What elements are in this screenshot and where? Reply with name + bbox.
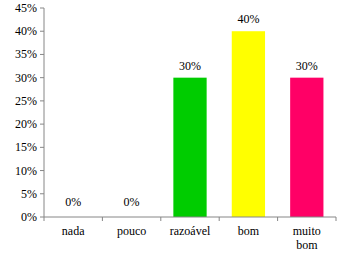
x-tick-label: bom: [238, 224, 260, 238]
bars: [173, 31, 323, 217]
data-label: 0%: [65, 195, 81, 209]
x-tick: [336, 217, 337, 221]
y-tick: [40, 170, 44, 171]
y-tick-label: 30%: [15, 71, 37, 85]
chart: 0% 5% 10% 15% 20% 25% 30% 35% 40% 45% nada pouco raz…: [0, 0, 358, 266]
x-tick-label: nada: [62, 224, 85, 238]
y-tick: [40, 77, 44, 78]
y-tick-label: 25%: [15, 94, 37, 108]
y-tick: [40, 124, 44, 125]
y-tick: [40, 8, 44, 9]
x-tick: [102, 217, 103, 221]
data-label: 30%: [296, 59, 318, 73]
y-tick: [40, 147, 44, 148]
y-tick-label: 5%: [21, 187, 37, 201]
x-tick: [44, 217, 45, 221]
x-tick: [277, 217, 278, 221]
x-tick-label: razoável: [170, 224, 211, 238]
y-tick-label: 15%: [15, 140, 37, 154]
bar: [290, 78, 323, 217]
y-tick: [40, 54, 44, 55]
data-label: 40%: [237, 12, 259, 26]
y-tick-label: 10%: [15, 164, 37, 178]
x-tick: [160, 217, 161, 221]
x-tick-label: muitobom: [293, 224, 321, 252]
x-tick-label: pouco: [117, 224, 146, 238]
y-tick-label: 45%: [15, 1, 37, 15]
y-tick: [40, 217, 44, 218]
y-tick-label: 0%: [21, 210, 37, 224]
y-tick: [40, 100, 44, 101]
y-tick-label: 40%: [15, 24, 37, 38]
data-label: 30%: [179, 59, 201, 73]
y-tick: [40, 193, 44, 194]
y-tick-label: 35%: [15, 47, 37, 61]
y-tick-label: 20%: [15, 117, 37, 131]
bar: [173, 78, 206, 217]
x-tick: [219, 217, 220, 221]
x-axis: [44, 217, 336, 218]
bar: [232, 31, 265, 217]
data-label: 0%: [124, 195, 140, 209]
y-axis: [44, 8, 45, 217]
y-tick: [40, 31, 44, 32]
